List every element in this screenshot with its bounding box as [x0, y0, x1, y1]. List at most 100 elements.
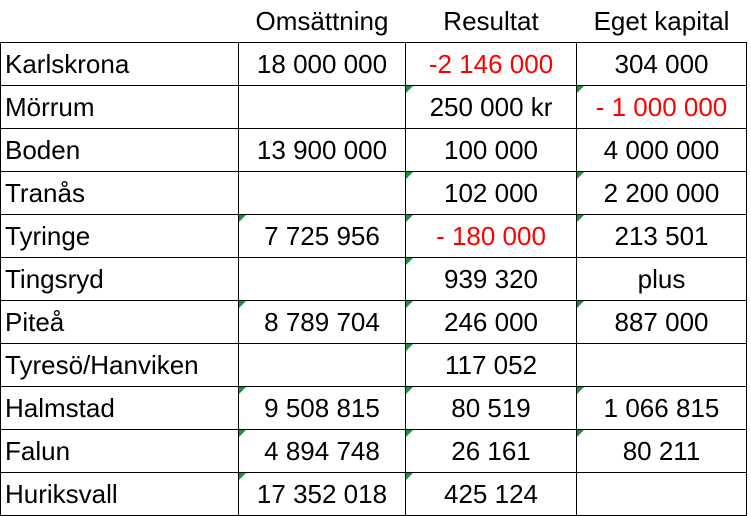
- cell-eget-kapital[interactable]: [576, 343, 747, 387]
- cell-marker-icon: [239, 430, 246, 437]
- cell-eget-kapital[interactable]: 304 000: [576, 42, 747, 86]
- cell-text: 8 789 704: [264, 306, 380, 337]
- cell-text: 80 519: [451, 392, 531, 423]
- cell-name[interactable]: Falun: [0, 429, 239, 473]
- cell-text: 246 000: [444, 306, 538, 337]
- cell-text: 1 066 815: [603, 392, 720, 423]
- cell-eget-kapital[interactable]: 213 501: [576, 214, 747, 258]
- table-row: Boden 13 900 000 100 000 4 000 000: [0, 128, 747, 172]
- cell-text: 939 320: [444, 263, 538, 294]
- cell-resultat[interactable]: - 180 000: [405, 214, 577, 258]
- cell-omsattning[interactable]: [238, 171, 406, 215]
- cell-text: 117 052: [444, 349, 538, 380]
- cell-text: 250 000 kr: [429, 91, 553, 122]
- cell-text: 425 124: [444, 478, 538, 509]
- cell-marker-icon: [406, 86, 413, 93]
- cell-omsattning[interactable]: 4 894 748: [238, 429, 406, 473]
- cell-marker-icon: [577, 86, 584, 93]
- cell-name[interactable]: Huriksvall: [0, 472, 239, 516]
- table-row: Mörrum 250 000 kr - 1 000 000: [0, 85, 747, 129]
- cell-eget-kapital[interactable]: [576, 472, 747, 516]
- cell-resultat[interactable]: 250 000 kr: [405, 85, 577, 129]
- cell-marker-icon: [406, 344, 413, 351]
- table-row: Tranås 102 000 2 200 000: [0, 171, 747, 215]
- cell-marker-icon: [406, 301, 413, 308]
- cell-text: - 1 000 000: [595, 91, 728, 122]
- cell-omsattning[interactable]: 8 789 704: [238, 300, 406, 344]
- cell-text: 9 508 815: [264, 392, 380, 423]
- cell-text: 213 501: [614, 220, 709, 251]
- cell-name[interactable]: Tyresö/Hanviken: [0, 343, 239, 387]
- cell-marker-icon: [239, 387, 246, 394]
- table-row: Tingsryd 939 320 plus: [0, 257, 747, 301]
- cell-resultat[interactable]: 80 519: [405, 386, 577, 430]
- header-cell-resultat[interactable]: Resultat: [443, 5, 539, 36]
- cell-resultat[interactable]: 425 124: [405, 472, 577, 516]
- cell-marker-icon: [577, 430, 584, 437]
- cell-omsattning[interactable]: 7 725 956: [238, 214, 406, 258]
- cell-name[interactable]: Boden: [0, 128, 239, 172]
- cell-resultat[interactable]: 26 161: [405, 429, 577, 473]
- cell-marker-icon: [406, 258, 413, 265]
- header-cell-eget-kapital[interactable]: Eget kapital: [593, 5, 730, 36]
- cell-text: 26 161: [451, 435, 531, 466]
- cell-resultat[interactable]: 246 000: [405, 300, 577, 344]
- cell-resultat[interactable]: 939 320: [405, 257, 577, 301]
- cell-eget-kapital[interactable]: 1 066 815: [576, 386, 747, 430]
- cell-text: 4 894 748: [264, 435, 380, 466]
- cell-resultat[interactable]: -2 146 000: [405, 42, 577, 86]
- cell-resultat[interactable]: 100 000: [405, 128, 577, 172]
- cell-omsattning[interactable]: [238, 257, 406, 301]
- header-row: Omsättning Resultat Eget kapital: [1, 0, 747, 43]
- header-cell-omsattning[interactable]: Omsättning: [255, 5, 389, 36]
- cell-marker-icon: [406, 387, 413, 394]
- cell-marker-icon: [239, 473, 246, 480]
- cell-omsattning[interactable]: [238, 85, 406, 129]
- table-row: Piteå 8 789 704 246 000 887 000: [0, 300, 747, 344]
- cell-marker-icon: [406, 215, 413, 222]
- cell-marker-icon: [239, 301, 246, 308]
- cell-eget-kapital[interactable]: 2 200 000: [576, 171, 747, 215]
- cell-marker-icon: [577, 387, 584, 394]
- cell-text: 887 000: [614, 306, 709, 337]
- cell-name[interactable]: Mörrum: [0, 85, 239, 129]
- cell-name[interactable]: Karlskrona: [0, 42, 239, 86]
- cell-resultat[interactable]: 117 052: [405, 343, 577, 387]
- cell-text: 80 211: [622, 435, 701, 466]
- cell-marker-icon: [577, 172, 584, 179]
- table-row: Falun 4 894 748 26 161 80 211: [0, 429, 747, 473]
- cell-omsattning[interactable]: [238, 343, 406, 387]
- header-cell-blank[interactable]: [1, 0, 239, 43]
- cell-text: 7 725 956: [264, 220, 380, 251]
- table-row: Halmstad 9 508 815 80 519 1 066 815: [0, 386, 747, 430]
- cell-name[interactable]: Halmstad: [0, 386, 239, 430]
- cell-marker-icon: [239, 215, 246, 222]
- cell-eget-kapital[interactable]: 887 000: [576, 300, 747, 344]
- cell-eget-kapital[interactable]: plus: [576, 257, 747, 301]
- table-row: Karlskrona 18 000 000 -2 146 000 304 000: [0, 42, 747, 86]
- cell-marker-icon: [406, 430, 413, 437]
- cell-text: 102 000: [444, 177, 538, 208]
- cell-omsattning[interactable]: 18 000 000: [238, 42, 406, 86]
- table-row: Huriksvall 17 352 018 425 124: [0, 472, 747, 516]
- cell-name[interactable]: Tyringe: [0, 214, 239, 258]
- cell-marker-icon: [406, 473, 413, 480]
- cell-resultat[interactable]: 102 000: [405, 171, 577, 215]
- cell-text: - 180 000: [436, 220, 546, 251]
- cell-omsattning[interactable]: 13 900 000: [238, 128, 406, 172]
- table-row: Tyresö/Hanviken 117 052: [0, 343, 747, 387]
- cell-text: 17 352 018: [256, 478, 388, 509]
- cell-eget-kapital[interactable]: 80 211: [576, 429, 747, 473]
- cell-eget-kapital[interactable]: - 1 000 000: [576, 85, 747, 129]
- cell-eget-kapital[interactable]: 4 000 000: [576, 128, 747, 172]
- cell-name[interactable]: Tranås: [0, 171, 239, 215]
- cell-name[interactable]: Tingsryd: [0, 257, 239, 301]
- cell-marker-icon: [577, 301, 584, 308]
- cell-text: 2 200 000: [603, 177, 720, 208]
- cell-marker-icon: [577, 215, 584, 222]
- cell-name[interactable]: Piteå: [0, 300, 239, 344]
- cell-omsattning[interactable]: 9 508 815: [238, 386, 406, 430]
- cell-omsattning[interactable]: 17 352 018: [238, 472, 406, 516]
